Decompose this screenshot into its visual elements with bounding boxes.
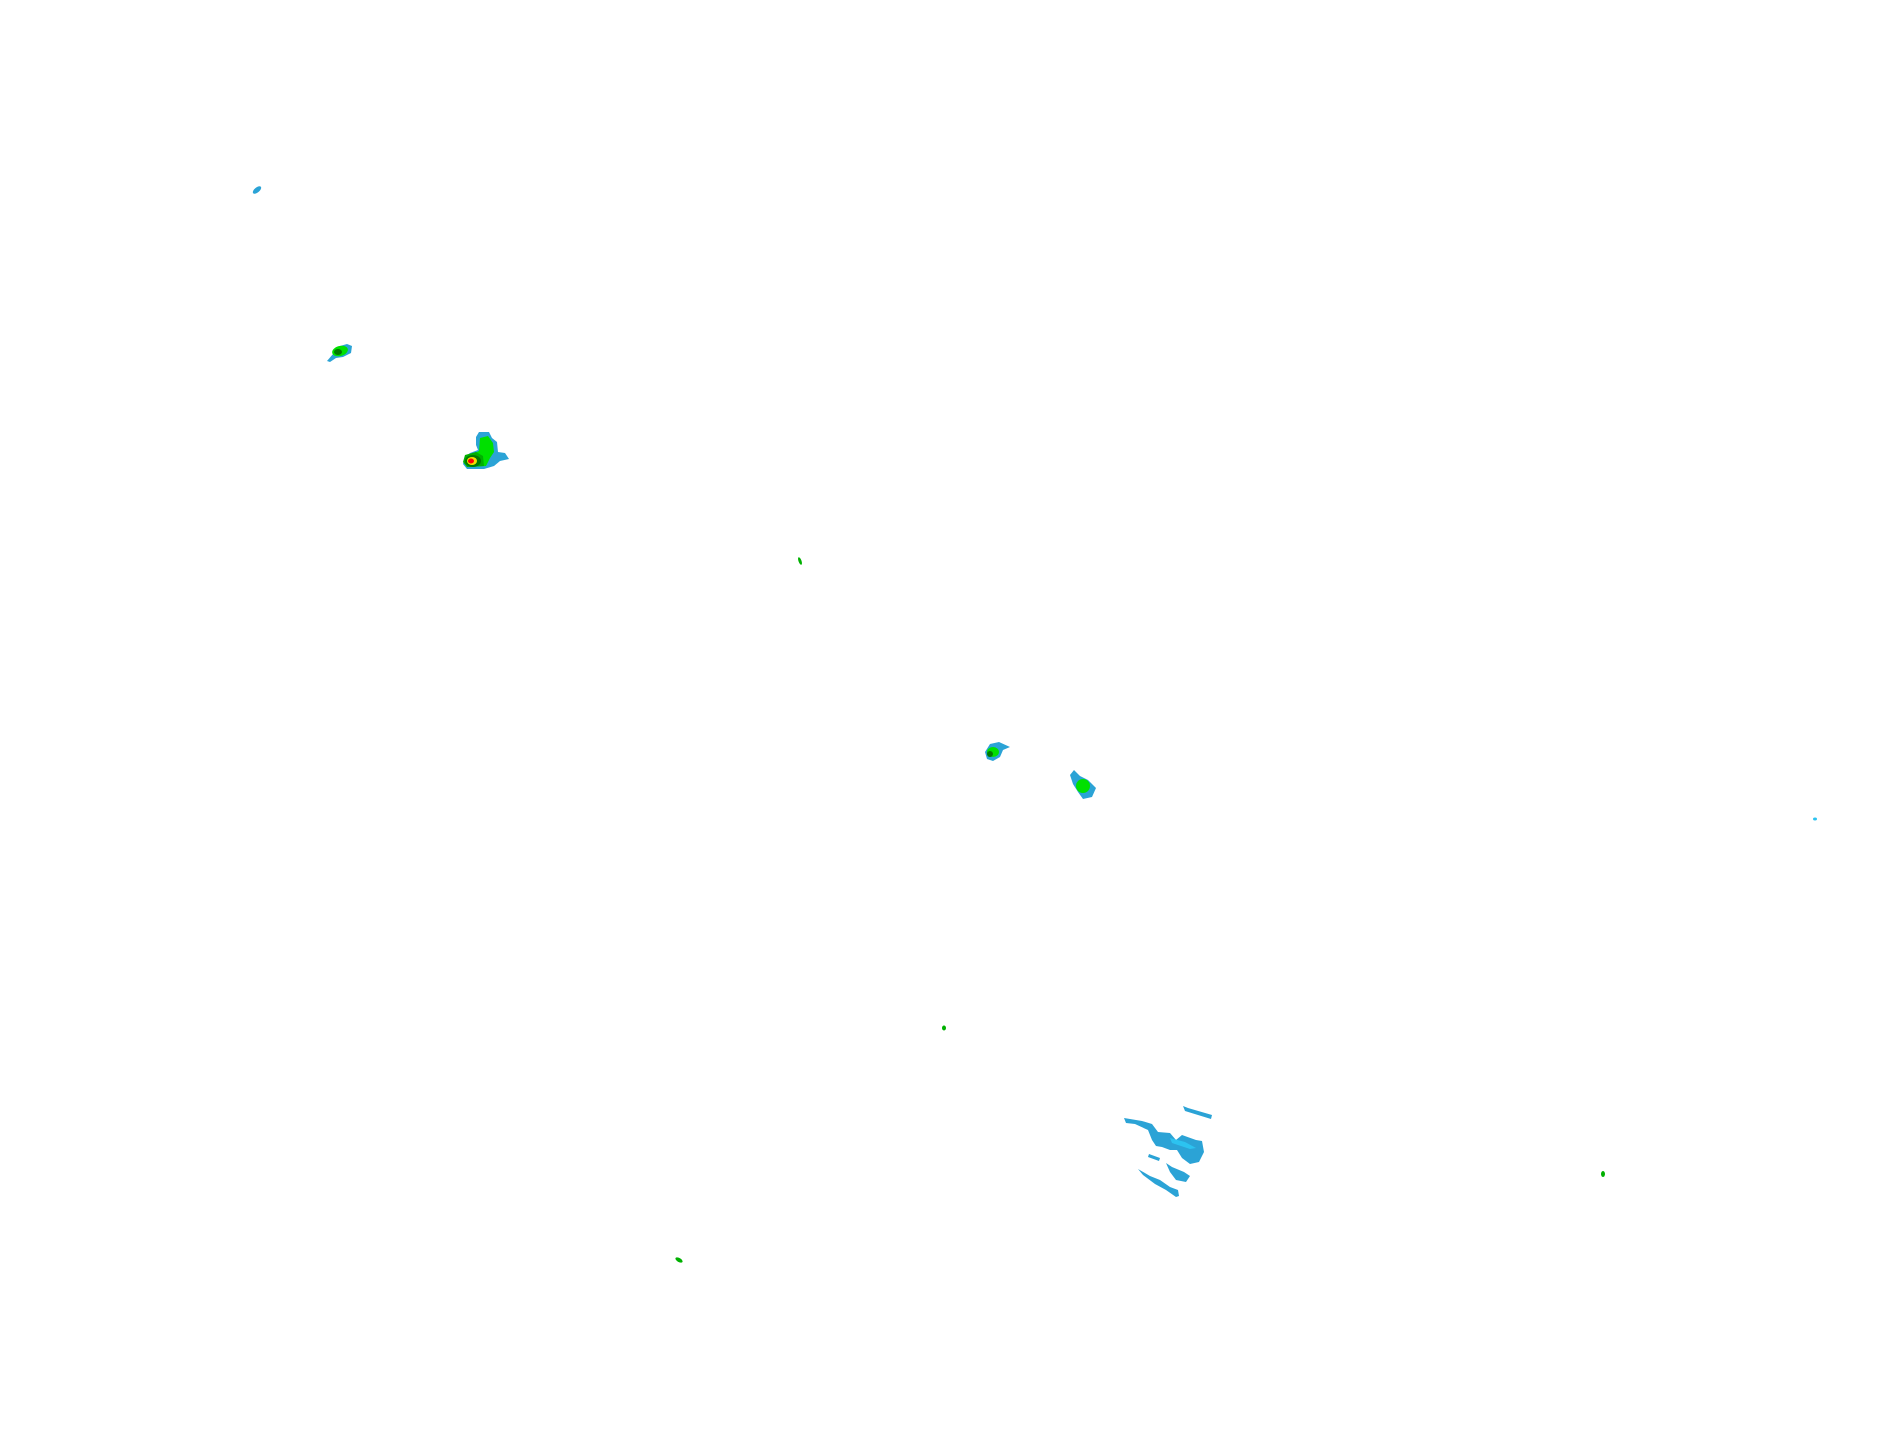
echo-cell [1076, 779, 1090, 793]
echo-band [1166, 1163, 1190, 1182]
echo-cell [334, 349, 342, 355]
echo-band [1183, 1106, 1212, 1119]
echo-cell [1813, 817, 1817, 821]
echo-cell [798, 557, 802, 565]
echo-band [1124, 1118, 1204, 1164]
echo-band [1138, 1169, 1179, 1197]
echo-band [1170, 1138, 1196, 1149]
echo-layer [252, 186, 1817, 1263]
echo-cell [252, 186, 262, 194]
echo-cell [675, 1257, 683, 1263]
echo-cell [942, 1025, 946, 1031]
echo-band [1148, 1154, 1160, 1161]
echo-cell [468, 458, 474, 464]
echo-cell [1601, 1171, 1605, 1177]
echo-cell [987, 751, 993, 757]
